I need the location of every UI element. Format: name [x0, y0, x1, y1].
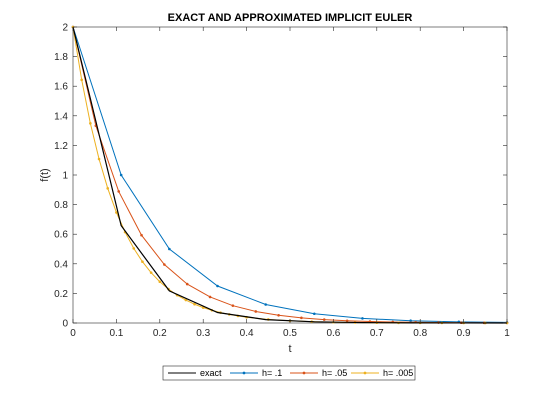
data-point [277, 314, 280, 317]
x-tick-label: 0.9 [457, 328, 471, 339]
legend-label: h= .005 [383, 368, 413, 378]
data-point [158, 280, 162, 284]
data-point [117, 190, 121, 193]
data-point [409, 319, 412, 322]
x-tick-label: 0.3 [196, 328, 210, 339]
y-tick-label: 1.6 [54, 82, 68, 93]
x-tick-label: 0.5 [283, 328, 297, 339]
plot-area [72, 26, 508, 324]
x-tick-label: 0.1 [109, 328, 123, 339]
legend-marker [242, 371, 246, 375]
y-tick-label: 1.2 [54, 141, 68, 152]
y-tick-label: 0.8 [54, 200, 68, 211]
tick-layer: 0 0.1 0.2 0.3 0.4 0.5 0.6 0.7 0.8 0.9 1 0 0.2 0.4 0.6 0… [54, 23, 510, 340]
data-point [97, 157, 101, 161]
series-line-h-1 [72, 26, 508, 323]
data-point [89, 122, 92, 125]
legend: exact h= .1 h= .05 h= .005 [162, 365, 416, 381]
legend-label: h= .05 [322, 368, 347, 378]
y-tick-label: 2 [62, 23, 68, 34]
data-point [106, 187, 110, 190]
y-tick-label: 1.4 [54, 111, 68, 122]
y-tick-label: 1.8 [54, 52, 68, 63]
data-point [193, 302, 196, 306]
x-axis-label: t [288, 343, 291, 355]
x-tick-label: 0.7 [370, 328, 384, 339]
data-point [185, 282, 189, 286]
y-tick-label: 0.4 [54, 259, 68, 270]
legend-label: exact [200, 368, 222, 378]
x-tick-label: 0.2 [153, 328, 167, 339]
y-axis-label: f(t) [39, 168, 51, 181]
y-tick-label: 0 [62, 319, 68, 330]
data-point [132, 247, 136, 250]
data-point [168, 247, 171, 251]
chart-title: EXACT AND APPROXIMATED IMPLICIT EULER [168, 12, 413, 24]
data-point [115, 211, 118, 214]
data-point [184, 298, 188, 302]
x-tick-label: 0 [70, 328, 76, 339]
x-tick-label: 1 [504, 328, 510, 339]
data-point [149, 271, 153, 274]
data-point [322, 318, 326, 321]
data-point [216, 284, 219, 288]
data-point [140, 233, 143, 237]
legend-marker [302, 371, 306, 375]
data-point [254, 310, 258, 313]
data-point [80, 78, 83, 82]
data-point [231, 304, 235, 307]
x-tick-label: 0.8 [413, 328, 427, 339]
data-point [361, 317, 364, 320]
data-point [163, 263, 166, 266]
x-tick-label: 0.6 [326, 328, 340, 339]
legend-label: h= .1 [262, 368, 282, 378]
legend-marker [363, 371, 367, 375]
data-point [313, 312, 316, 316]
data-point [300, 316, 303, 320]
data-point [264, 303, 267, 306]
y-tick-label: 1 [62, 171, 68, 182]
y-tick-label: 0.2 [54, 289, 68, 300]
legend-box [162, 365, 416, 381]
data-point [345, 319, 349, 323]
x-tick-label: 0.4 [240, 328, 254, 339]
y-tick-label: 0.6 [54, 230, 68, 241]
data-point [141, 260, 144, 264]
data-point [208, 295, 212, 299]
data-point [119, 173, 123, 177]
